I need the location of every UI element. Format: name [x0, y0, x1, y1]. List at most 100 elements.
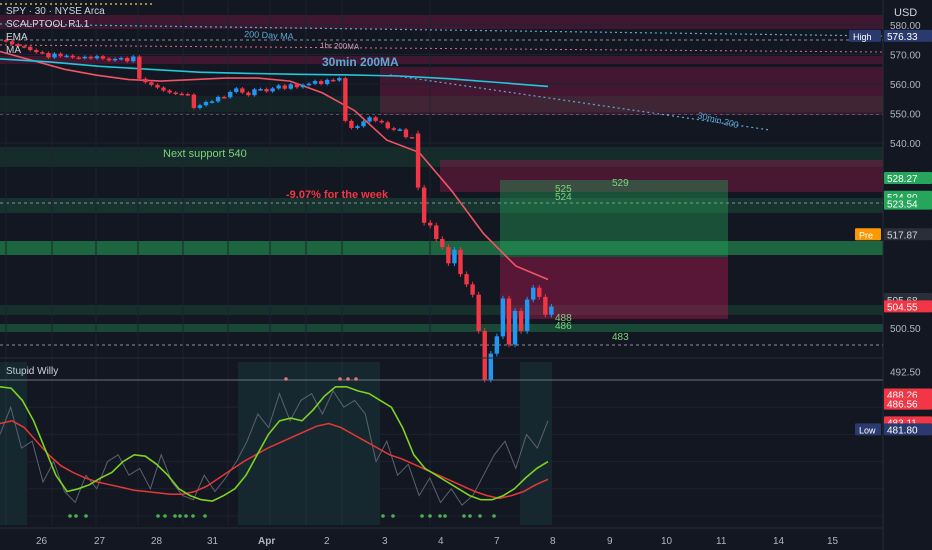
candle[interactable]: [100, 56, 106, 59]
candle[interactable]: [137, 56, 142, 79]
candle[interactable]: [276, 85, 281, 89]
price-tag[interactable]: [884, 197, 932, 210]
candle[interactable]: [209, 101, 215, 103]
symbol-title[interactable]: SPY · 30 · NYSE Arca: [6, 6, 105, 17]
candle[interactable]: [506, 298, 512, 345]
candle[interactable]: [367, 117, 372, 122]
candle[interactable]: [58, 53, 63, 57]
candle[interactable]: [70, 55, 75, 58]
candle[interactable]: [482, 330, 487, 380]
candle[interactable]: [355, 126, 360, 128]
candle[interactable]: [221, 96, 227, 99]
candle[interactable]: [446, 247, 451, 264]
price-tag[interactable]: [884, 397, 932, 410]
candle[interactable]: [215, 96, 221, 102]
candle[interactable]: [234, 88, 239, 92]
candle[interactable]: [488, 353, 493, 380]
candle[interactable]: [52, 53, 57, 58]
candle[interactable]: [64, 55, 69, 58]
price-tag[interactable]: [884, 172, 932, 184]
candle[interactable]: [531, 287, 536, 300]
candle[interactable]: [379, 120, 384, 123]
candle[interactable]: [543, 296, 548, 315]
candle[interactable]: [21, 46, 27, 48]
candle[interactable]: [391, 128, 397, 130]
candle[interactable]: [9, 41, 15, 45]
candle[interactable]: [3, 40, 9, 42]
candle[interactable]: [458, 249, 463, 275]
candle[interactable]: [161, 87, 166, 91]
candle[interactable]: [155, 84, 160, 88]
candle[interactable]: [106, 58, 112, 61]
candle[interactable]: [343, 78, 348, 121]
candle[interactable]: [179, 93, 184, 96]
candle[interactable]: [337, 78, 342, 81]
indicator-ma[interactable]: MA: [6, 45, 21, 56]
candle[interactable]: [312, 81, 318, 84]
candle[interactable]: [40, 52, 45, 54]
candle[interactable]: [470, 284, 475, 295]
price-axis[interactable]: [883, 0, 932, 525]
candle[interactable]: [331, 79, 336, 82]
candle[interactable]: [228, 91, 233, 98]
candle[interactable]: [94, 56, 100, 59]
candle[interactable]: [476, 294, 481, 331]
candle[interactable]: [131, 56, 136, 62]
candle[interactable]: [409, 137, 415, 139]
candle[interactable]: [118, 58, 124, 60]
candle[interactable]: [434, 225, 439, 239]
candle[interactable]: [258, 89, 263, 91]
candle[interactable]: [294, 84, 300, 88]
candle[interactable]: [125, 58, 130, 62]
price-tag[interactable]: [884, 388, 932, 401]
candle[interactable]: [512, 310, 518, 345]
candle[interactable]: [500, 298, 506, 337]
candle[interactable]: [464, 274, 469, 285]
candle[interactable]: [28, 46, 33, 51]
candle[interactable]: [549, 306, 554, 315]
candle[interactable]: [324, 79, 330, 84]
candle[interactable]: [15, 44, 21, 47]
candle[interactable]: [397, 129, 403, 131]
price-tag[interactable]: [884, 29, 932, 42]
candle[interactable]: [318, 81, 324, 84]
candle[interactable]: [349, 120, 354, 128]
candle[interactable]: [76, 57, 81, 59]
candle[interactable]: [112, 58, 118, 61]
currency-label[interactable]: USD: [894, 7, 918, 19]
candle[interactable]: [173, 92, 178, 95]
candle[interactable]: [306, 83, 312, 86]
candle[interactable]: [385, 122, 390, 129]
indicator-ema[interactable]: EMA: [6, 32, 28, 43]
candle[interactable]: [240, 88, 245, 93]
candle[interactable]: [191, 94, 197, 108]
candle[interactable]: [421, 187, 427, 223]
price-tag[interactable]: [884, 300, 932, 313]
candle[interactable]: [34, 50, 39, 53]
candle[interactable]: [252, 89, 257, 96]
candle[interactable]: [288, 84, 294, 89]
candle[interactable]: [300, 84, 306, 88]
candle[interactable]: [264, 89, 269, 92]
indicator-scalptool[interactable]: SCALPTOOL R1.1: [6, 19, 90, 30]
candle[interactable]: [270, 88, 275, 92]
candle[interactable]: [88, 56, 94, 59]
candle[interactable]: [246, 92, 251, 96]
candle[interactable]: [440, 238, 445, 248]
candle[interactable]: [373, 117, 378, 121]
candle[interactable]: [428, 222, 433, 226]
candle[interactable]: [403, 129, 409, 138]
candle[interactable]: [149, 82, 154, 85]
candle[interactable]: [197, 105, 203, 108]
candle[interactable]: [185, 94, 190, 96]
candle[interactable]: [282, 85, 287, 89]
candle[interactable]: [167, 90, 172, 93]
candle[interactable]: [82, 56, 87, 59]
price-tag[interactable]: [884, 228, 932, 241]
candle[interactable]: [494, 336, 500, 354]
price-tag[interactable]: [884, 423, 932, 436]
candle[interactable]: [524, 299, 530, 331]
candle[interactable]: [537, 287, 542, 297]
candle[interactable]: [452, 249, 457, 264]
